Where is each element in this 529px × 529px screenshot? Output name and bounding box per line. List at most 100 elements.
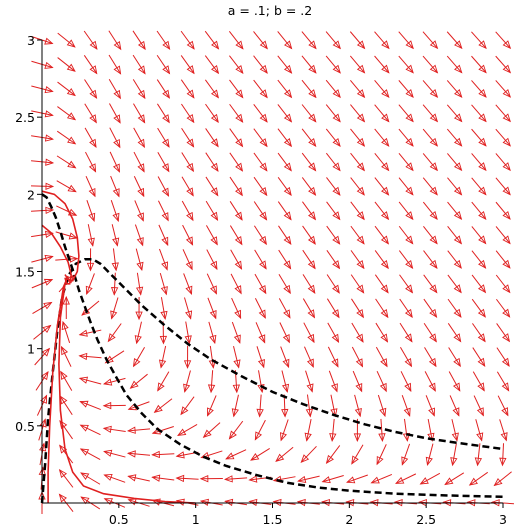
field-arrow-shaft (399, 322, 413, 342)
field-arrow (230, 273, 242, 295)
field-arrow-head (282, 358, 290, 369)
field-arrow (253, 104, 268, 123)
field-arrow-shaft (156, 103, 170, 123)
field-arrow-shaft (205, 152, 219, 172)
field-arrow (103, 473, 126, 483)
field-arrow-shaft (399, 274, 413, 293)
field-arrow-shaft (128, 401, 150, 410)
field-arrow-head (210, 162, 219, 172)
field-arrow-shaft (56, 205, 77, 216)
field-arrow-head (259, 162, 268, 172)
field-arrow-head (89, 65, 98, 75)
field-arrow-head (307, 260, 316, 270)
field-arrow-shaft (326, 274, 340, 294)
field-arrow (326, 177, 341, 196)
field-arrow-head (304, 432, 312, 442)
field-arrow (328, 370, 338, 393)
field-arrow (302, 225, 316, 245)
field-arrow-head (429, 284, 438, 294)
field-arrow (374, 225, 390, 245)
field-arrow-shaft (254, 249, 267, 269)
field-arrow-head (405, 259, 414, 270)
field-arrow-shaft (156, 54, 170, 74)
field-arrow-shaft (354, 394, 361, 417)
field-arrow (135, 297, 143, 321)
field-arrow-head (356, 235, 365, 245)
field-arrow (325, 79, 341, 99)
field-arrow (350, 152, 365, 172)
field-arrow-head (428, 382, 436, 392)
field-arrow (447, 177, 463, 196)
field-arrow (103, 377, 126, 386)
field-arrow-shaft (229, 103, 244, 123)
field-arrow-shaft (86, 200, 95, 222)
field-arrow-shaft (229, 55, 244, 74)
field-arrow-shaft (380, 418, 383, 441)
field-arrow-head (356, 284, 365, 294)
field-arrow (400, 371, 412, 393)
field-arrow (208, 321, 217, 345)
field-arrow-head (381, 64, 390, 74)
field-arrow-shaft (422, 31, 438, 49)
field-arrow-head (78, 329, 88, 337)
field-arrow (399, 347, 413, 368)
field-arrow-shaft (447, 250, 462, 269)
field-arrow-head (256, 408, 264, 418)
field-arrow-head (429, 308, 438, 318)
field-arrow-shaft (157, 152, 170, 172)
field-arrow-head (429, 259, 438, 269)
field-arrow-head (477, 284, 487, 294)
field-arrow-head (453, 235, 463, 245)
field-arrow-head (478, 64, 487, 74)
field-arrow (181, 176, 194, 197)
field-arrow-head (405, 113, 414, 123)
field-arrow (301, 152, 317, 172)
field-arrow-head (477, 382, 485, 392)
field-arrow-shaft (352, 370, 363, 392)
field-arrow-head (405, 235, 414, 245)
field-arrow-shaft (225, 477, 248, 480)
field-arrow-shaft (133, 127, 145, 148)
field-arrow-head (112, 237, 120, 247)
field-arrow (205, 103, 219, 124)
field-arrow (278, 249, 292, 270)
field-arrow-shaft (325, 31, 341, 49)
field-arrow-head (137, 138, 145, 149)
field-arrow-shaft (472, 323, 486, 342)
field-arrow-shaft (133, 176, 145, 197)
field-arrow-head (351, 455, 359, 465)
field-arrow (375, 346, 388, 368)
field-arrow (496, 347, 510, 367)
field-arrow (350, 104, 366, 123)
field-arrow-shaft (253, 104, 268, 123)
field-arrow-head (380, 308, 389, 319)
field-arrow-shaft (301, 31, 317, 49)
field-arrow-head (161, 261, 169, 271)
field-arrow-head (79, 424, 89, 432)
field-arrow (377, 394, 387, 418)
field-arrow (228, 420, 244, 440)
field-arrow-head (272, 498, 282, 507)
field-arrow-head (259, 235, 267, 246)
field-arrow-shaft (57, 57, 76, 72)
field-arrow-head (502, 259, 511, 269)
field-arrow (151, 426, 174, 435)
field-arrow-head (78, 376, 89, 384)
field-arrow-head (234, 260, 243, 270)
field-arrow (301, 55, 317, 74)
field-arrow (156, 30, 171, 50)
field-arrow-head (210, 236, 218, 246)
field-arrow (277, 128, 293, 148)
field-arrow-shaft (349, 31, 365, 49)
field-arrow (304, 346, 314, 368)
field-arrow-shaft (133, 151, 145, 172)
field-arrow-head (45, 158, 55, 166)
field-arrow (280, 346, 290, 369)
field-arrow (302, 249, 316, 270)
field-arrow-shaft (350, 201, 365, 220)
field-arrow (57, 81, 76, 97)
field-arrow-shaft (259, 394, 262, 417)
field-arrow (422, 31, 439, 50)
field-arrow (351, 298, 364, 319)
field-arrow-head (112, 188, 120, 198)
